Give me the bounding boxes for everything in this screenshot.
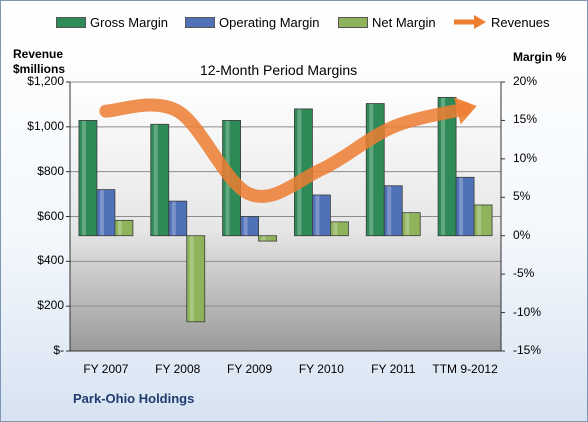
bar-outline bbox=[258, 235, 277, 242]
legend-swatch-operating-margin bbox=[185, 17, 215, 28]
bar-net-margin bbox=[330, 221, 349, 236]
legend-swatch-net-margin bbox=[338, 17, 368, 28]
bar-highlight bbox=[81, 120, 86, 236]
bar-outline bbox=[312, 194, 331, 237]
bar-highlight bbox=[171, 201, 176, 236]
bar-outline bbox=[401, 212, 421, 237]
chart-title: 12-Month Period Margins bbox=[200, 62, 358, 78]
x-tick-label: FY 2008 bbox=[155, 362, 201, 376]
x-tick-label: FY 2011 bbox=[371, 362, 416, 376]
left-tick-label: $400 bbox=[37, 253, 64, 268]
left-tick-label: $600 bbox=[37, 208, 64, 223]
bar-highlight bbox=[117, 220, 122, 236]
bar-operating-margin bbox=[168, 201, 187, 236]
bar-highlight bbox=[477, 204, 482, 236]
legend-label-net-margin: Net Margin bbox=[372, 15, 436, 30]
bar-operating-margin bbox=[312, 194, 331, 236]
bar-outline bbox=[240, 216, 259, 237]
bar-highlight bbox=[459, 177, 464, 236]
bar-outline bbox=[330, 221, 349, 237]
bar-outline bbox=[473, 204, 493, 237]
bar-outline bbox=[78, 120, 98, 237]
legend-swatch-gross-margin bbox=[56, 17, 86, 28]
bar-outline bbox=[114, 219, 134, 237]
right-tick-label: -15% bbox=[513, 343, 542, 357]
right-tick-label: -5% bbox=[513, 266, 535, 281]
left-axis-title: Revenue $millions bbox=[13, 47, 65, 77]
right-tick-label: 5% bbox=[513, 189, 531, 204]
bar-highlight bbox=[261, 235, 266, 242]
right-tick-label: 15% bbox=[513, 112, 538, 127]
bar-outline bbox=[383, 185, 403, 237]
bar-net-margin bbox=[474, 204, 493, 236]
legend-label-gross-margin: Gross Margin bbox=[90, 15, 169, 30]
bar-highlight bbox=[99, 189, 104, 236]
legend-label-revenues: Revenues bbox=[491, 15, 550, 30]
bar-net-margin bbox=[186, 235, 205, 322]
bar-gross-margin bbox=[150, 124, 169, 236]
bar-highlight bbox=[333, 221, 338, 236]
bar-gross-margin bbox=[78, 120, 97, 236]
right-tick-label: 20% bbox=[513, 74, 538, 88]
left-tick-label: $1,000 bbox=[27, 118, 64, 133]
right-tick-label: 10% bbox=[513, 150, 538, 165]
bar-operating-margin bbox=[240, 216, 259, 236]
bar-highlight bbox=[405, 212, 410, 236]
bar-highlight bbox=[387, 185, 392, 236]
legend-arrow-revenues-icon bbox=[454, 15, 486, 29]
company-name: Park-Ohio Holdings bbox=[73, 391, 195, 406]
bar-highlight bbox=[441, 97, 446, 236]
bar-net-margin bbox=[402, 212, 421, 236]
bar-outline bbox=[437, 96, 457, 237]
bar-gross-margin bbox=[366, 103, 385, 236]
revenues-line bbox=[99, 98, 472, 203]
bar-outline bbox=[150, 123, 170, 237]
right-tick-label: 0% bbox=[513, 227, 531, 242]
revenues-arrowhead bbox=[453, 97, 477, 125]
x-tick-label: FY 2007 bbox=[83, 362, 129, 376]
bar-gross-margin bbox=[438, 97, 457, 236]
left-tick-label: $200 bbox=[37, 298, 64, 313]
x-tick-label: TTM 9-2012 bbox=[432, 362, 498, 376]
bar-net-margin bbox=[258, 235, 277, 242]
right-tick-label: -10% bbox=[513, 304, 542, 319]
right-axis-title: Margin % bbox=[513, 50, 567, 64]
bar-outline bbox=[365, 103, 385, 237]
bar-operating-margin bbox=[96, 189, 115, 236]
left-axis-title-line2: $millions bbox=[13, 62, 66, 76]
left-tick-label: $800 bbox=[37, 163, 64, 178]
bar-highlight bbox=[315, 194, 320, 236]
x-tick-label: FY 2010 bbox=[298, 362, 344, 376]
left-tick-label: $- bbox=[53, 343, 64, 357]
legend-label-operating-margin: Operating Margin bbox=[219, 15, 320, 30]
bar-highlight bbox=[369, 103, 374, 236]
bar-net-margin bbox=[114, 220, 133, 236]
bar-operating-margin bbox=[384, 185, 403, 236]
x-tick-label: FY 2009 bbox=[227, 362, 273, 376]
bar-outline bbox=[186, 235, 206, 323]
bar-highlight bbox=[243, 216, 248, 236]
left-axis-title-line1: Revenue bbox=[13, 47, 64, 61]
bar-outline bbox=[222, 120, 241, 237]
bar-operating-margin bbox=[456, 177, 475, 236]
bar-outline bbox=[168, 200, 188, 237]
bar-outline bbox=[96, 189, 116, 237]
bar-highlight bbox=[153, 124, 158, 236]
bar-highlight bbox=[189, 235, 194, 322]
bar-highlight bbox=[297, 108, 302, 236]
left-tick-label: $1,200 bbox=[27, 74, 64, 88]
